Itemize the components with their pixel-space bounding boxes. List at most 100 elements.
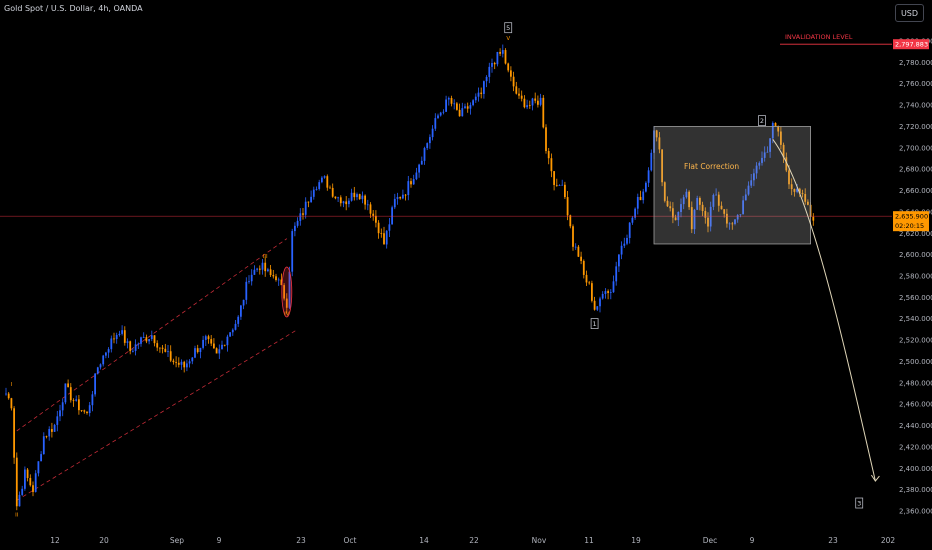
candle-body [88,405,91,414]
candle-body [704,210,707,218]
candle-body [609,292,612,293]
wave-box-label: 2 [760,117,764,125]
candle-body [456,103,458,110]
candle-body [299,213,302,221]
y-tick-label: 2,380.000 [899,486,932,494]
candle-body [331,187,334,197]
x-tick-label: 9 [750,536,755,545]
candle-body [323,176,326,178]
candle-body [250,274,253,282]
candle-body [385,230,388,245]
y-tick-label: 2,680.000 [899,166,932,174]
candle-body [577,246,580,257]
price-axis[interactable]: 2,800.0002,780.0002,760.0002,740.0002,72… [899,38,932,516]
candle-body [94,373,96,395]
candle-body [439,112,442,116]
candle-body [591,283,593,301]
candle-body [202,339,204,348]
candle-body [302,213,304,215]
candle-body [83,410,86,412]
y-tick-label: 2,480.000 [899,379,932,387]
y-tick-label: 2,600.000 [899,251,932,259]
candle-body [110,338,113,350]
time-axis[interactable]: 12 20 Sep 9 23 Oct 14 22 Nov 11 19 Dec 9 23 202 [50,536,895,545]
candle-body [377,222,380,234]
candle-body [418,164,420,173]
candle-body [582,260,585,275]
candle-body [218,349,221,354]
candle-body [15,457,18,507]
candle-body [561,184,564,186]
candle-body [650,152,653,171]
x-tick-label: 12 [50,536,60,545]
wave-label: I [11,382,13,388]
candle-body [145,337,148,342]
channel-lower-line [16,329,298,501]
candle-body [507,63,510,71]
x-tick-label: 22 [469,536,479,545]
candle-body [672,208,674,218]
y-tick-label: 2,500.000 [899,358,932,366]
candle-body [731,223,734,225]
candle-body [150,335,153,340]
candle-body [80,410,83,411]
candle-body [726,213,728,224]
candle-body [140,337,142,344]
candle-body [766,151,769,153]
candle-body [499,51,501,54]
candle-body [329,187,331,189]
candle-body [21,488,24,495]
candle-body [780,131,782,145]
candle-body [380,233,383,234]
candle-body [742,200,744,215]
candle-body [61,402,64,411]
candle-body [172,360,175,363]
candle-body [658,137,661,150]
candle-body [96,367,99,374]
candle-body [383,233,385,245]
candle-body [294,225,296,232]
candle-body [275,276,277,281]
x-tick-label: 9 [217,536,222,545]
candle-body [393,198,396,208]
candle-body [32,485,34,492]
candle-body [434,118,437,129]
candle-body [353,192,356,198]
candle-body [429,137,431,144]
candle-body [763,152,766,158]
candle-body [183,361,186,368]
candle-body [304,201,307,215]
candle-body [142,337,145,338]
candle-body [801,193,804,195]
candle-body [601,293,604,299]
currency-button[interactable]: USD [895,4,924,22]
candle-body [709,206,712,227]
candle-body [153,335,156,344]
symbol-title: Gold Spot / U.S. Dollar, 4h, OANDA [4,4,143,13]
candle-body [634,208,636,218]
candle-body [539,97,542,105]
candle-body [458,109,461,117]
candle-body [734,219,736,224]
candle-body [283,285,285,299]
candle-body [615,266,618,282]
candle-body [196,348,199,353]
candle-body [531,98,534,106]
candle-body [626,237,628,244]
candle-body [753,173,755,181]
candle-body [277,279,280,281]
candle-body [542,97,545,128]
candlesticks [5,44,815,511]
candle-body [728,223,731,225]
candle-body [688,191,690,208]
candle-body [321,177,323,183]
invalidation-price-label: 2,797.883 [895,41,928,49]
candle-body [442,111,445,113]
candle-body [715,194,717,196]
candle-body [645,182,647,192]
candle-body [555,184,558,186]
y-tick-label: 2,620.000 [899,230,932,238]
candle-body [388,224,391,231]
candle-body [45,436,48,438]
